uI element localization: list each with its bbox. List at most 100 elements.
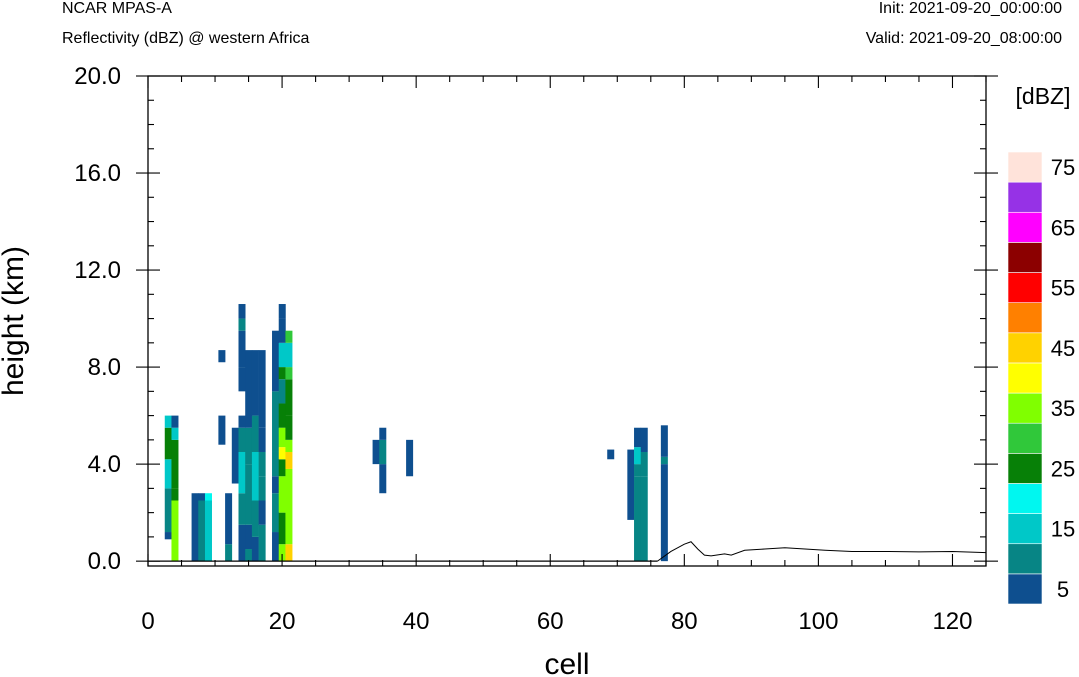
valid-time: Valid: 2021-09-20_08:00:00 bbox=[865, 30, 1062, 47]
reflectivity-cell bbox=[164, 459, 172, 489]
reflectivity-cell bbox=[272, 451, 280, 477]
reflectivity-cell bbox=[238, 318, 246, 331]
reflectivity-cell bbox=[278, 512, 286, 545]
reflectivity-cell bbox=[278, 459, 286, 477]
model-title: NCAR MPAS-A bbox=[62, 0, 172, 17]
reflectivity-cell bbox=[238, 524, 246, 562]
reflectivity-cell bbox=[218, 350, 226, 363]
colorbar-tick-label: 45 bbox=[1051, 336, 1075, 361]
x-axis-label: cell bbox=[544, 648, 589, 677]
x-axis: 0 20 40 60 80 100 120 bbox=[141, 76, 987, 635]
colorbar-tick-label: 5 bbox=[1057, 577, 1069, 602]
reflectivity-cell bbox=[164, 532, 172, 540]
colorbar-swatch bbox=[1007, 151, 1043, 183]
reflectivity-cell bbox=[164, 427, 172, 460]
terrain-layer bbox=[148, 541, 987, 562]
reflectivity-cell bbox=[285, 468, 293, 545]
reflectivity-cell bbox=[660, 464, 668, 562]
reflectivity-cell bbox=[634, 427, 642, 448]
plot-frame bbox=[147, 75, 987, 567]
reflectivity-cell bbox=[272, 476, 280, 494]
reflectivity-cell bbox=[285, 342, 293, 368]
colorbar-tick-label: 55 bbox=[1051, 276, 1075, 301]
reflectivity-cell bbox=[171, 488, 179, 501]
reflectivity-cell bbox=[258, 524, 266, 562]
colorbar-swatch bbox=[1007, 181, 1043, 213]
reflectivity-cell bbox=[198, 500, 206, 562]
colorbar-swatch bbox=[1007, 392, 1043, 424]
reflectivity-cell bbox=[238, 427, 246, 452]
reflectivity-cell bbox=[627, 449, 635, 520]
reflectivity-cell bbox=[258, 451, 266, 477]
reflectivity-cell bbox=[238, 304, 246, 319]
reflectivity-cell bbox=[379, 464, 387, 494]
reflectivity-cell bbox=[272, 493, 280, 533]
reflectivity-cell bbox=[238, 330, 246, 368]
reflectivity-cell bbox=[634, 464, 642, 477]
reflectivity-cell bbox=[171, 415, 179, 428]
reflectivity-cell bbox=[278, 379, 286, 404]
colorbar-swatch bbox=[1007, 573, 1043, 605]
reflectivity-cell bbox=[245, 524, 253, 550]
reflectivity-cell bbox=[285, 451, 293, 469]
x-tick-label: 100 bbox=[798, 608, 838, 635]
colorbar-swatch bbox=[1007, 453, 1043, 484]
reflectivity-cell bbox=[258, 500, 266, 525]
reflectivity-cell bbox=[251, 536, 259, 562]
reflectivity-cell bbox=[171, 427, 179, 440]
colorbar-swatch bbox=[1007, 422, 1043, 454]
reflectivity-cell bbox=[278, 476, 286, 513]
colorbar-label: [dBZ] bbox=[1016, 83, 1071, 109]
reflectivity-cell bbox=[278, 342, 286, 368]
reflectivity-cell bbox=[198, 493, 206, 501]
reflectivity-cell bbox=[258, 476, 266, 501]
y-tick-label: 8.0 bbox=[88, 354, 121, 381]
reflectivity-cell bbox=[164, 415, 172, 428]
reflectivity-cell bbox=[238, 451, 246, 494]
colorbar-swatch bbox=[1007, 332, 1043, 364]
reflectivity-cell bbox=[251, 350, 259, 416]
reflectivity-cell bbox=[238, 493, 246, 525]
chart-title: Reflectivity (dBZ) @ western Africa bbox=[62, 30, 310, 47]
reflectivity-cell bbox=[272, 532, 280, 562]
reflectivity-cell bbox=[607, 449, 615, 460]
colorbar-swatch bbox=[1007, 272, 1043, 303]
reflectivity-cell bbox=[225, 544, 233, 562]
reflectivity-cell bbox=[245, 350, 253, 428]
reflectivity-cell bbox=[191, 493, 199, 562]
y-axis: 0.0 4.0 8.0 12.0 16.0 20.0 bbox=[74, 63, 998, 575]
colorbar-swatch bbox=[1007, 543, 1043, 575]
reflectivity-cell bbox=[231, 427, 239, 484]
colorbar-swatch bbox=[1007, 513, 1043, 545]
reflectivity-cell bbox=[285, 379, 293, 416]
reflectivity-cell bbox=[379, 427, 387, 440]
x-tick-label: 120 bbox=[932, 608, 972, 635]
reflectivity-cell bbox=[218, 415, 226, 445]
colorbar-tick-label: 15 bbox=[1051, 517, 1075, 542]
reflectivity-cell bbox=[634, 447, 642, 465]
reflectivity-cell bbox=[640, 451, 648, 477]
colorbar-swatch bbox=[1007, 242, 1043, 273]
y-tick-label: 0.0 bbox=[88, 548, 121, 575]
reflectivity-cell bbox=[640, 476, 648, 562]
reflectivity-cell bbox=[285, 367, 293, 380]
reflectivity-cell bbox=[660, 456, 668, 465]
reflectivity-cell bbox=[245, 427, 253, 465]
reflectivity-cell bbox=[245, 549, 253, 562]
colorbar-tick-label: 25 bbox=[1051, 456, 1075, 481]
reflectivity-cell bbox=[272, 391, 280, 452]
reflectivity-cell bbox=[278, 447, 286, 460]
reflectivity-cell bbox=[278, 427, 286, 448]
reflectivity-cell bbox=[634, 476, 642, 562]
reflectivity-cell bbox=[238, 367, 246, 392]
reflectivity-cell bbox=[251, 415, 259, 452]
reflectivity-cell bbox=[258, 427, 266, 452]
reflectivity-cell bbox=[171, 500, 179, 562]
colorbar: 5 15 25 35 45 55 65 75 bbox=[1007, 151, 1075, 605]
reflectivity-cell bbox=[278, 544, 286, 562]
reflectivity-cell bbox=[204, 500, 212, 562]
reflectivity-cell bbox=[171, 439, 179, 489]
reflectivity-cell bbox=[258, 350, 266, 428]
y-tick-label: 16.0 bbox=[74, 160, 121, 187]
